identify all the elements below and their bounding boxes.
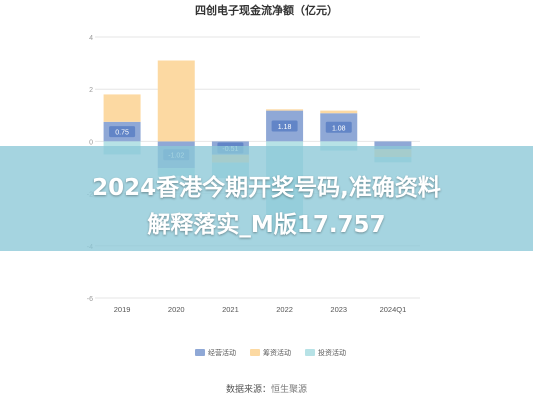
bar-segment xyxy=(320,141,358,151)
overlay-banner xyxy=(0,146,533,251)
chart-title: 四创电子现金流净额（亿元） xyxy=(195,3,338,17)
legend-swatch xyxy=(250,349,260,356)
data-label-box xyxy=(109,126,136,138)
data-label-box xyxy=(271,120,298,132)
data-label-box xyxy=(325,121,352,133)
legend-label: 筹资活动 xyxy=(263,348,291,357)
x-tick-label: 2022 xyxy=(276,305,293,314)
bar-segment xyxy=(157,60,195,142)
legend-label: 经营活动 xyxy=(208,348,236,357)
y-tick-label: -6 xyxy=(87,296,93,303)
legend-swatch xyxy=(195,349,205,356)
legend-label: 投资活动 xyxy=(318,348,346,357)
bar-segment xyxy=(103,94,141,122)
credit-source: 恒生聚源 xyxy=(271,384,308,394)
bar-segment xyxy=(320,110,358,114)
x-tick-label: 2023 xyxy=(330,305,347,314)
data-label: 1.08 xyxy=(332,125,346,132)
x-tick-label: 2019 xyxy=(114,305,131,314)
bar-segment xyxy=(266,109,304,111)
data-label: 1.18 xyxy=(278,124,292,131)
x-tick-label: 2021 xyxy=(222,305,239,314)
banner-line-1: 2024香港今期开奖号码,准确资料 xyxy=(92,175,441,201)
x-tick-label: 2020 xyxy=(168,305,185,314)
x-tick-label: 2024Q1 xyxy=(380,305,407,314)
bar-segment xyxy=(374,141,412,150)
y-tick-label: 0 xyxy=(89,139,93,146)
banner-line-2: 解释落实_M版17.757 xyxy=(147,212,386,238)
data-label: 0.75 xyxy=(115,130,129,137)
credit-label: 数据来源： xyxy=(225,384,271,394)
source-credit: 数据来源：恒生聚源 xyxy=(0,382,533,395)
y-tick-label: 2 xyxy=(89,87,93,94)
legend: 经营活动 筹资活动 投资活动 xyxy=(195,348,346,357)
legend-swatch xyxy=(305,349,315,356)
y-tick-label: 4 xyxy=(89,35,93,42)
